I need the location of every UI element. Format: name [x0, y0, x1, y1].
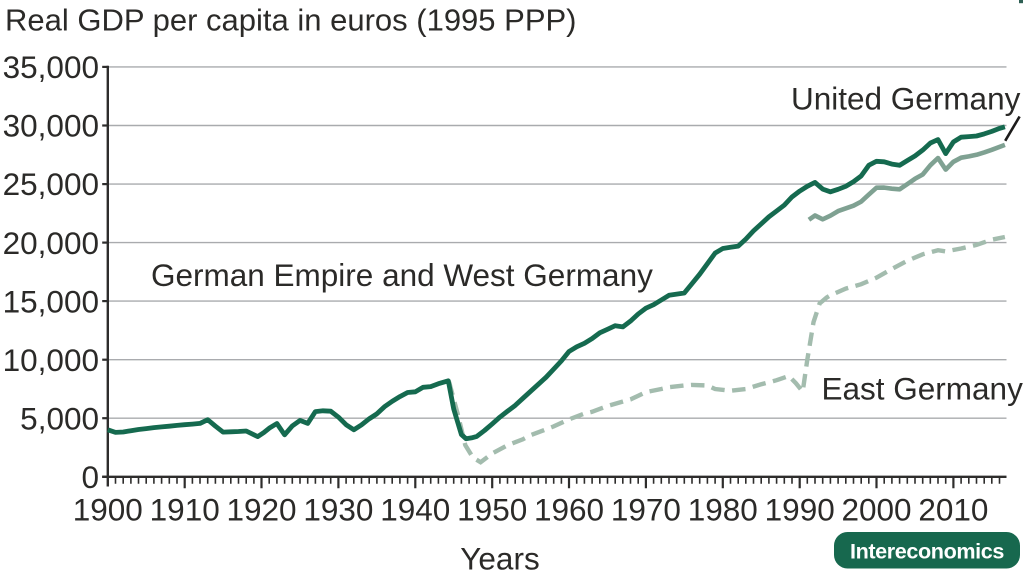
svg-text:30,000: 30,000: [3, 108, 99, 144]
svg-text:East Germany: East Germany: [822, 371, 1023, 407]
svg-text:2010: 2010: [918, 492, 988, 528]
svg-text:Years: Years: [460, 541, 539, 577]
svg-text:20,000: 20,000: [3, 225, 99, 261]
svg-text:1980: 1980: [688, 492, 758, 528]
svg-text:Real GDP per capita in euros (: Real GDP per capita in euros (1995 PPP): [5, 2, 577, 37]
svg-text:0: 0: [81, 459, 99, 495]
svg-text:15,000: 15,000: [3, 283, 99, 319]
svg-text:5,000: 5,000: [20, 400, 99, 436]
svg-text:1930: 1930: [303, 492, 373, 528]
svg-text:2000: 2000: [841, 492, 911, 528]
svg-text:Intereconomics: Intereconomics: [850, 539, 1004, 564]
svg-text:1920: 1920: [226, 492, 296, 528]
svg-text:1910: 1910: [150, 492, 220, 528]
svg-text:1990: 1990: [765, 492, 835, 528]
svg-text:1970: 1970: [611, 492, 681, 528]
svg-text:United Germany: United Germany: [791, 81, 1021, 117]
svg-text:1940: 1940: [380, 492, 450, 528]
svg-text:35,000: 35,000: [3, 49, 99, 85]
svg-text:1960: 1960: [534, 492, 604, 528]
svg-text:25,000: 25,000: [3, 166, 99, 202]
svg-text:1950: 1950: [457, 492, 527, 528]
svg-text:10,000: 10,000: [3, 342, 99, 378]
svg-text:1900: 1900: [73, 492, 143, 528]
svg-text:German Empire and West Germany: German Empire and West Germany: [151, 257, 653, 293]
